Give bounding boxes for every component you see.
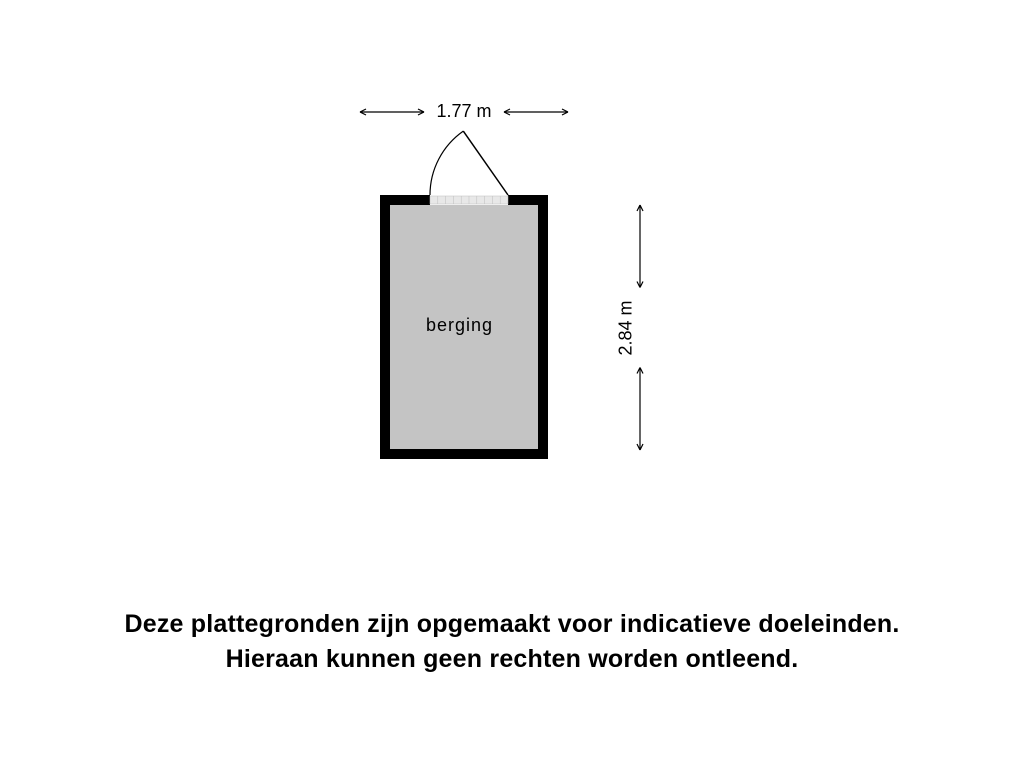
disclaimer-line-1: Deze plattegronden zijn opgemaakt voor i…: [0, 610, 1024, 639]
dimension-width-label: 1.77 m: [436, 101, 491, 122]
dimension-height-label: 2.84 m: [616, 300, 637, 355]
disclaimer-line-2: Hieraan kunnen geen rechten worden ontle…: [0, 645, 1024, 674]
room-label: berging: [426, 315, 493, 336]
floorplan-canvas: berging 1.77 m 2.84 m Deze plattegronden…: [0, 0, 1024, 768]
